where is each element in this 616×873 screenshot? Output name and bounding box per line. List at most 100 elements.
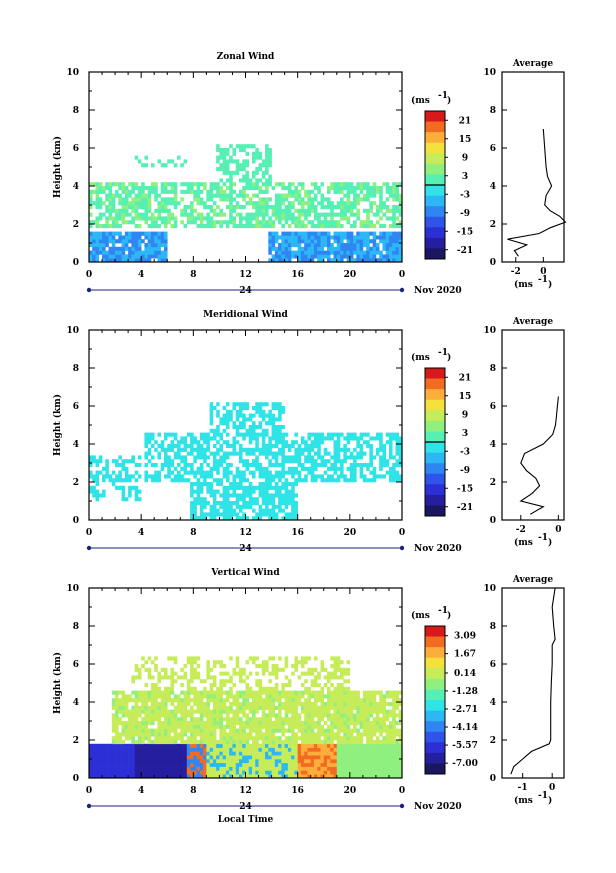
- colorbar-bin: [425, 505, 445, 517]
- x-tick-label: 16: [291, 786, 304, 796]
- average-y-tick-label: 0: [490, 258, 496, 268]
- y-tick-label: 2: [73, 478, 79, 488]
- average-x-tick-label: 0: [555, 525, 561, 535]
- x-tick-label: 4: [138, 528, 144, 538]
- y-axis-label: Height (km): [52, 394, 63, 456]
- x-tick-label: 0: [399, 528, 405, 538]
- average-units: (ms: [514, 537, 533, 548]
- y-tick-label: 10: [66, 68, 79, 78]
- colorbar-units-close: ): [447, 95, 451, 106]
- colorbar-bin: [425, 132, 445, 144]
- colorbar-tick-label: -7.00: [452, 759, 478, 769]
- average-x-tick-label: 0: [549, 783, 555, 793]
- average-y-tick-label: 8: [490, 622, 496, 632]
- colorbar-bin: [425, 731, 445, 743]
- colorbar-bin: [425, 111, 445, 122]
- colorbar-bin: [425, 248, 445, 260]
- colorbar-tick-label: -3: [460, 190, 470, 200]
- y-tick-label: 2: [73, 736, 79, 746]
- x-tick-label: 16: [291, 270, 304, 280]
- heatmap-field: [89, 656, 403, 779]
- colorbar-bin: [425, 216, 445, 228]
- colorbar-tick-label: 1.67: [454, 650, 476, 660]
- colorbar-tick-label: 15: [459, 135, 472, 145]
- average-units: (ms: [514, 279, 533, 290]
- average-x-tick-label: -2: [516, 525, 526, 535]
- colorbar-tick-label: -9: [460, 466, 470, 476]
- average-y-tick-label: 4: [490, 698, 496, 708]
- colorbar-bin: [425, 742, 445, 754]
- y-tick-label: 8: [73, 106, 79, 116]
- colorbar-bin: [425, 237, 445, 249]
- average-y-tick-label: 4: [490, 182, 496, 192]
- date-axis-start: [86, 287, 92, 293]
- day-label: 24: [239, 544, 252, 554]
- average-y-tick-label: 2: [490, 736, 496, 746]
- colorbar-bin: [425, 378, 445, 390]
- x-tick-label: 4: [138, 270, 144, 280]
- colorbar-bin: [425, 410, 445, 422]
- x-tick-label: 4: [138, 786, 144, 796]
- colorbar-tick-label: 15: [459, 392, 472, 402]
- x-tick-label: 12: [239, 270, 252, 280]
- y-tick-label: 2: [73, 220, 79, 230]
- y-tick-label: 6: [73, 144, 79, 154]
- average-y-tick-label: 4: [490, 440, 496, 450]
- colorbar-units-close: ): [447, 352, 451, 363]
- colorbar-tick-label: 3: [462, 429, 468, 439]
- x-tick-label: 16: [291, 528, 304, 538]
- y-tick-label: 0: [73, 258, 79, 268]
- chart-title: Vertical Wind: [210, 568, 280, 578]
- average-y-tick-label: 10: [483, 68, 496, 78]
- colorbar: 3.09 1.67 0.14 -1.28 -2.71 -4.14 -5.57 -7.00 (ms…: [411, 606, 478, 775]
- date-axis-end: [399, 287, 405, 293]
- average-y-tick-label: 10: [483, 326, 496, 336]
- average-profile: Average 0 2 4 6 8 10 -2 0 (ms -1): [483, 317, 565, 548]
- colorbar-bin: [425, 689, 445, 701]
- average-units-close: ): [548, 279, 552, 290]
- average-y-tick-label: 8: [490, 364, 496, 374]
- x-tick-label: 0: [399, 270, 405, 280]
- colorbar-units: (ms: [411, 95, 430, 106]
- colorbar-tick-label: -4.14: [452, 723, 478, 733]
- x-tick-label: 8: [190, 528, 196, 538]
- average-profile-line: [519, 396, 559, 515]
- date-label: Nov 2020: [414, 544, 462, 554]
- colorbar-bin: [425, 420, 445, 432]
- x-tick-label: 0: [86, 786, 92, 796]
- colorbar-bin: [425, 494, 445, 506]
- average-y-tick-label: 6: [490, 402, 496, 412]
- colorbar-units-exp: -1: [438, 91, 448, 101]
- y-axis-label: Height (km): [52, 652, 63, 714]
- colorbar-bin: [425, 452, 445, 464]
- average-title: Average: [512, 317, 553, 327]
- chart-title: Zonal Wind: [217, 52, 275, 62]
- average-units-close: ): [548, 537, 552, 548]
- x-tick-label: 0: [399, 786, 405, 796]
- colorbar-bin: [425, 195, 445, 207]
- x-tick-label: 8: [190, 786, 196, 796]
- colorbar-units: (ms: [411, 610, 430, 621]
- colorbar-bin: [425, 153, 445, 165]
- average-title: Average: [512, 575, 553, 585]
- average-y-tick-label: 6: [490, 144, 496, 154]
- colorbar: 21 15 9 3 -3 -9 -15 -21 (ms -1): [411, 348, 473, 517]
- colorbar-bin: [425, 163, 445, 175]
- average-x-tick-label: -2: [511, 267, 521, 277]
- colorbar: 21 15 9 3 -3 -9 -15 -21 (ms -1): [411, 91, 473, 260]
- average-profile-line: [507, 128, 567, 257]
- colorbar-frame: [424, 625, 446, 775]
- y-tick-label: 8: [73, 622, 79, 632]
- day-label: 24: [239, 802, 252, 812]
- x-tick-label: 20: [344, 528, 357, 538]
- day-label: 24: [239, 286, 252, 296]
- y-tick-label: 0: [73, 774, 79, 784]
- y-tick-label: 6: [73, 402, 79, 412]
- colorbar-bin: [425, 473, 445, 485]
- y-tick-label: 4: [73, 182, 79, 192]
- colorbar-bin: [425, 368, 445, 379]
